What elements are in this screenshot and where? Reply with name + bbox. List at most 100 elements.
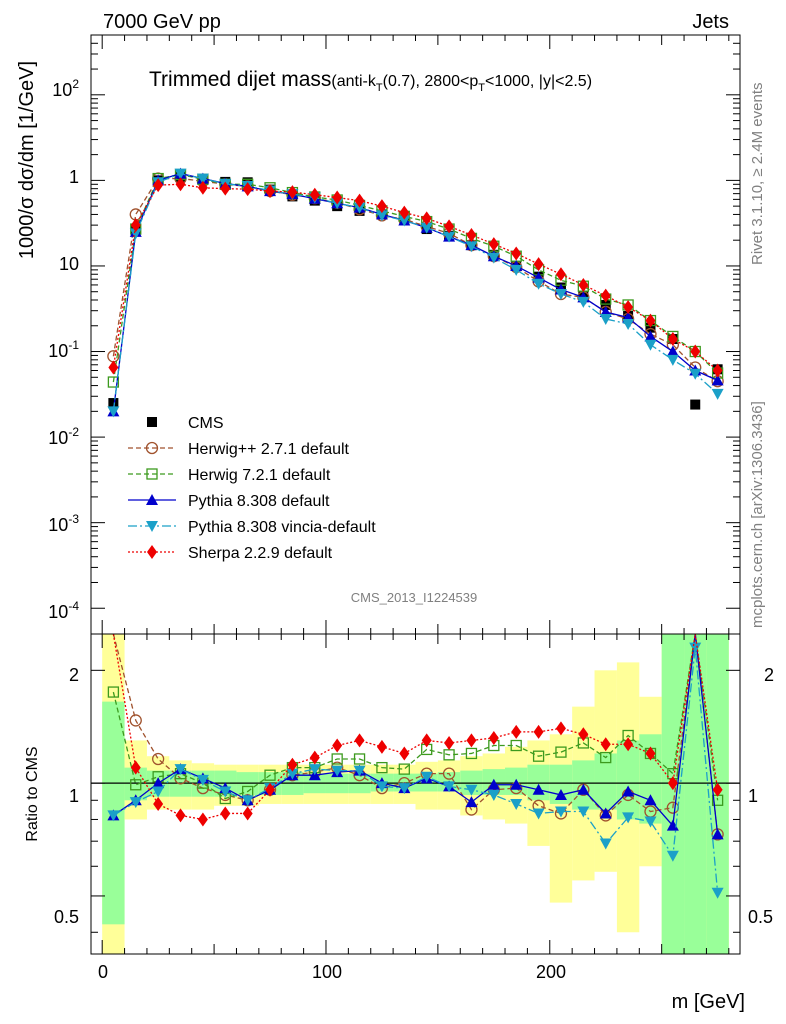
vincia-marker [241, 795, 254, 807]
sherpa-marker [578, 277, 589, 292]
pythia-marker [711, 828, 724, 840]
sherpa-marker [466, 228, 477, 243]
ytick-label: 0.5 [54, 907, 79, 927]
mcplots-label: mcplots.cern.ch [arXiv:1306.3436] [749, 401, 766, 628]
legend-marker [128, 545, 176, 559]
vincia-marker [331, 765, 344, 777]
series-2 [107, 168, 724, 388]
pythia-marker [487, 778, 500, 790]
ratio-plot-lines [91, 633, 740, 899]
xlabel: m [GeV] [672, 991, 745, 1013]
legend-entry-herwig7: Herwig 7.2.1 default [128, 467, 331, 484]
pythia-marker [152, 777, 165, 789]
legend-marker [128, 441, 176, 455]
pythia-marker [465, 796, 478, 808]
legend-marker [128, 468, 176, 480]
sherpa-marker [108, 360, 119, 375]
herwig7-marker [376, 761, 388, 774]
legend-marker [128, 521, 176, 532]
band-inner-bin [661, 634, 685, 954]
vincia-marker [510, 264, 523, 276]
sherpa-marker [421, 211, 432, 226]
sherpa-marker [444, 735, 455, 750]
main-ytick-labels: 102 1 10 10-1 10-2 10-3 10-4 [48, 77, 79, 622]
vincia-marker [689, 368, 702, 380]
vincia-marker [107, 810, 120, 822]
vincia-marker [353, 765, 366, 777]
legend-label: CMS [188, 415, 224, 432]
main-ylabel: 1000/σ dσ/dm [1/GeV] [16, 61, 38, 259]
pythia-marker [599, 807, 612, 819]
herwig7-marker [107, 376, 120, 388]
vincia-marker [532, 808, 545, 820]
cms-marker [600, 299, 611, 310]
header-left: 7000 GeV pp [103, 11, 221, 33]
herwig7-marker [465, 747, 478, 760]
sherpa-marker [712, 782, 723, 797]
band-inner-bin [527, 764, 550, 801]
ytick-label-right: 2 [764, 665, 774, 685]
sherpa-marker [690, 344, 701, 359]
vincia-marker [174, 168, 187, 180]
vincia-marker [286, 768, 299, 780]
sherpa-marker [444, 219, 455, 234]
sherpa-marker [175, 177, 186, 192]
vincia-marker [420, 222, 433, 234]
vincia-marker [107, 406, 120, 418]
vincia-marker [622, 812, 635, 824]
xtick-label: 100 [312, 962, 342, 982]
legend-label: Herwig++ 2.7.1 default [188, 441, 350, 458]
sherpa-marker [220, 806, 231, 821]
vincia-marker [443, 781, 456, 793]
sherpa-marker [309, 750, 320, 765]
sherpa-marker [488, 730, 499, 745]
ratio-series-3 [107, 642, 724, 899]
ytick-label-right: 0.5 [748, 907, 773, 927]
sherpa-marker [399, 746, 410, 761]
series-line [112, 172, 719, 412]
series-line [112, 173, 719, 383]
ytick-label: 10-1 [48, 338, 79, 361]
vincia-marker [398, 783, 411, 795]
vincia-marker [308, 764, 321, 776]
cms-marker [108, 398, 119, 409]
legend-label: Pythia 8.308 default [188, 493, 330, 510]
pythia-marker [577, 783, 590, 795]
ratio-ytick-labels: 2 1 0.5 2 1 0.5 [54, 665, 774, 927]
sherpa-marker [712, 363, 723, 378]
sherpa-marker [645, 313, 656, 328]
vincia-marker [487, 252, 500, 264]
series-0 [108, 171, 723, 410]
sherpa-marker [511, 724, 522, 739]
sherpa-marker [287, 185, 298, 200]
sherpa-marker [197, 180, 208, 195]
legend-entry-vincia: Pythia 8.308 vincia-default [128, 519, 376, 536]
legend-marker [128, 494, 176, 505]
vincia-marker [353, 202, 366, 214]
ytick-label: 10-2 [48, 425, 79, 448]
series-3 [107, 167, 724, 417]
legend: CMS Herwig++ 2.7.1 default Herwig 7.2.1 … [128, 415, 376, 562]
herwig7-marker [600, 751, 612, 764]
ytick-label: 10-4 [48, 599, 79, 622]
vincia-marker [599, 313, 612, 325]
legend-label: Sherpa 2.2.9 default [188, 545, 333, 562]
ytick-label: 10 [59, 254, 79, 274]
vincia-marker [577, 806, 590, 818]
sherpa-marker [511, 246, 522, 261]
sherpa-marker [242, 806, 253, 821]
pythia-marker [554, 788, 567, 800]
vincia-marker [146, 521, 158, 532]
vincia-marker [711, 388, 724, 400]
herwigpp-marker [129, 714, 142, 727]
herwig7-marker [510, 739, 522, 752]
pythia-marker [532, 783, 545, 795]
series-line [112, 183, 719, 372]
xtick-label: 0 [98, 962, 108, 982]
xtick-label: 200 [536, 962, 566, 982]
vincia-marker [644, 339, 657, 351]
vincia-marker [554, 806, 567, 818]
sherpa-marker [242, 182, 253, 197]
herwigpp-marker [442, 767, 456, 780]
